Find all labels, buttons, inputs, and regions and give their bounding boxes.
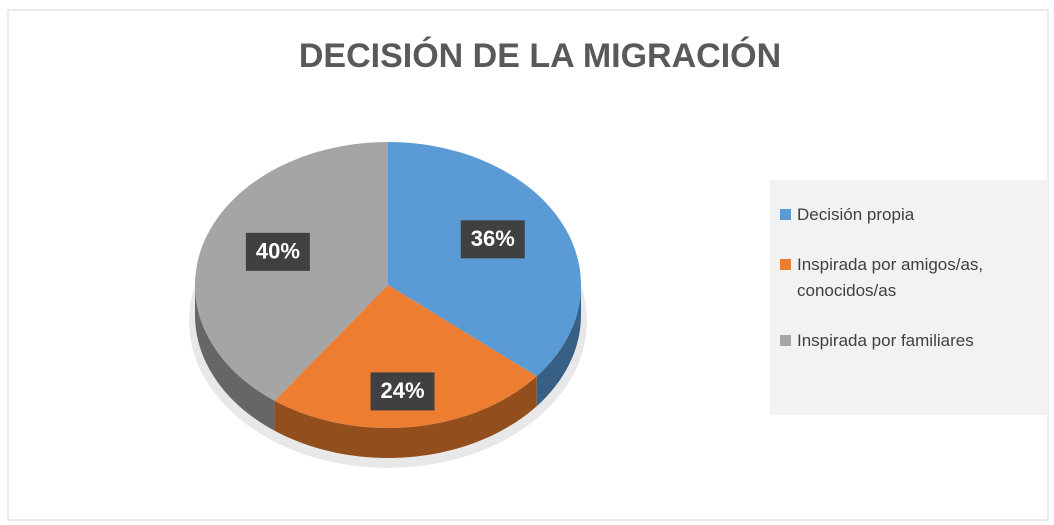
- pie-slice: [195, 142, 388, 401]
- data-label: 40%: [256, 239, 300, 264]
- legend-label: Decisión propia: [797, 205, 915, 224]
- chart-frame: [7, 9, 1049, 521]
- data-label: 24%: [380, 378, 424, 403]
- data-label-box: [370, 372, 435, 411]
- legend-swatch: [780, 335, 791, 346]
- legend-item: Decisión propia: [780, 202, 1038, 228]
- chart-title: DECISIÓN DE LA MIGRACIÓN: [299, 37, 781, 75]
- legend: Decisión propia Inspirada por amigos/as, …: [770, 180, 1048, 415]
- pie-slice: [388, 142, 581, 377]
- pie-side: [274, 376, 537, 458]
- legend-swatch: [780, 259, 791, 270]
- pie-side: [536, 285, 581, 407]
- data-label: 36%: [471, 226, 515, 251]
- legend-swatch: [780, 209, 791, 220]
- pie-slice: [274, 285, 537, 428]
- legend-item: Inspirada por amigos/as, conocidos/as: [780, 252, 1038, 304]
- legend-label: Inspirada por familiares: [797, 331, 974, 350]
- data-label-box: [460, 220, 525, 259]
- pie-side: [195, 285, 275, 431]
- data-label-box: [245, 232, 310, 271]
- legend-item: Inspirada por familiares: [780, 328, 1038, 354]
- legend-label: Inspirada por amigos/as, conocidos/as: [797, 255, 984, 300]
